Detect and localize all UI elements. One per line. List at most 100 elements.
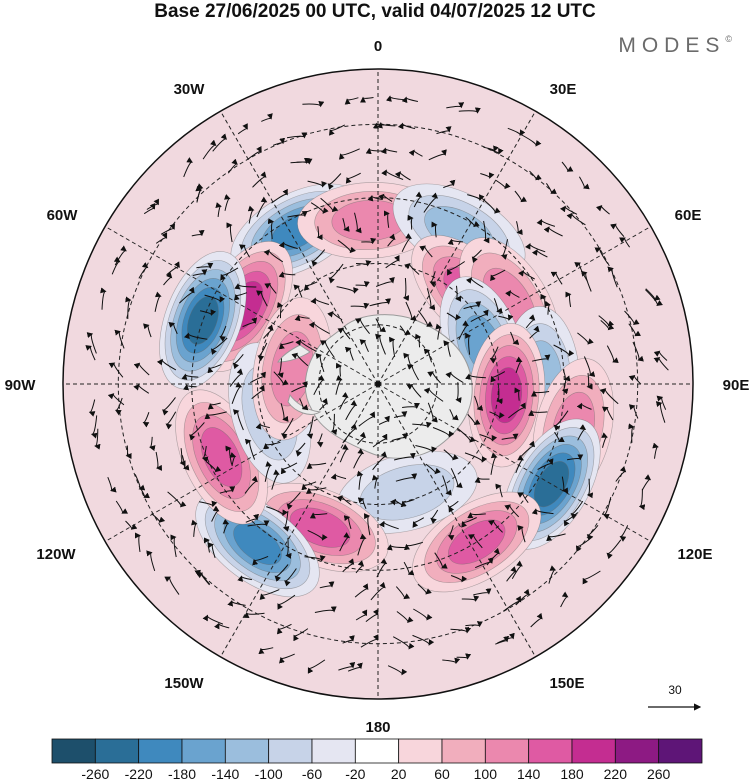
wind-vector [455,285,462,302]
wind-vector [432,427,455,438]
wind-vector [560,591,569,608]
wind-vector [365,147,387,155]
wind-vector [577,424,587,441]
wind-vector [196,262,214,269]
wind-vector [219,486,236,494]
wind-vector [531,390,550,397]
wind-vector [356,470,364,490]
wind-vector [467,512,486,519]
wind-vector [515,454,524,474]
wind-vector [319,581,335,589]
wind-vector [237,123,248,135]
wind-vector [415,445,437,453]
wind-vector [606,539,622,560]
wind-vector [271,188,288,204]
wind-vector [179,286,195,304]
wind-vector [489,147,504,155]
wind-vector [515,356,523,374]
wind-vector [206,461,222,473]
wind-vector [372,122,388,129]
wind-vector [247,520,270,527]
wind-vector [360,96,374,103]
wind-vector [514,387,521,401]
wind-vector [295,339,317,352]
wind-vector [426,288,436,311]
wind-vector [330,413,338,436]
wind-vector [505,290,520,298]
wind-vector [363,513,371,536]
wind-vector [375,318,387,333]
wind-vector [296,157,310,164]
wind-vector [481,198,501,214]
wind-vector [272,137,286,146]
wind-vector [531,508,554,515]
wind-vector [537,458,554,470]
wind-vector [442,475,452,496]
reference-vector: 30 [648,683,702,711]
wind-vector [586,478,594,499]
wind-vector [247,205,255,224]
wind-vector [653,357,669,371]
wind-vector [107,477,117,493]
wind-vector [607,266,618,288]
wind-vector [495,483,503,498]
wind-vector [431,221,438,238]
wind-vector [291,352,309,367]
wind-vector [337,327,351,340]
wind-vector [446,102,465,109]
wind-vector [449,409,459,421]
wind-vector [207,402,221,410]
wind-vector [400,499,415,508]
wind-vector [461,517,477,528]
wind-vector [261,113,273,122]
wind-vector [387,665,408,676]
wind-vector [567,454,584,461]
wind-vector [294,314,310,322]
colorbar-tick-label: -100 [255,766,283,782]
wind-vector [227,158,238,174]
lon-label-120w: 120W [36,546,76,563]
wind-vector [170,534,177,558]
wind-vector [295,442,306,457]
wind-vector [90,415,98,439]
wind-vector [125,520,138,530]
colorbar-swatch [614,738,660,764]
wind-vector [252,171,267,188]
wind-vector [656,395,667,410]
wind-vector [251,384,265,400]
wind-vector [376,276,395,287]
wind-vector [311,249,326,267]
wind-vector [114,329,125,349]
wind-vector [181,373,199,381]
wind-vector [199,309,217,316]
wind-vector [619,525,629,542]
wind-vector [490,269,506,282]
wind-vector [308,321,330,335]
wind-vector [594,247,609,264]
wind-vector [256,196,268,218]
wind-vector [266,506,288,517]
colorbar-swatch [484,738,530,764]
wind-vector [563,512,579,527]
wind-vector [599,388,619,405]
wind-vector [470,309,489,323]
wind-vector [280,462,298,475]
wind-vector [445,371,464,384]
wind-vector [259,589,280,600]
wind-vector [436,126,452,135]
wind-vector [220,267,239,281]
wind-vector [207,363,222,374]
wind-vector [498,314,514,321]
wind-vector [255,422,270,430]
lon-label-30e: 30E [550,81,577,98]
wind-vector [277,594,296,610]
wind-vector [196,572,211,585]
wind-vector [143,202,156,215]
wind-vector [399,325,411,336]
wind-vector [428,149,447,161]
wind-vector [280,403,289,422]
wind-vector [412,421,432,429]
wind-vector [192,269,208,276]
wind-vector [393,452,416,461]
wind-vector [493,298,503,314]
